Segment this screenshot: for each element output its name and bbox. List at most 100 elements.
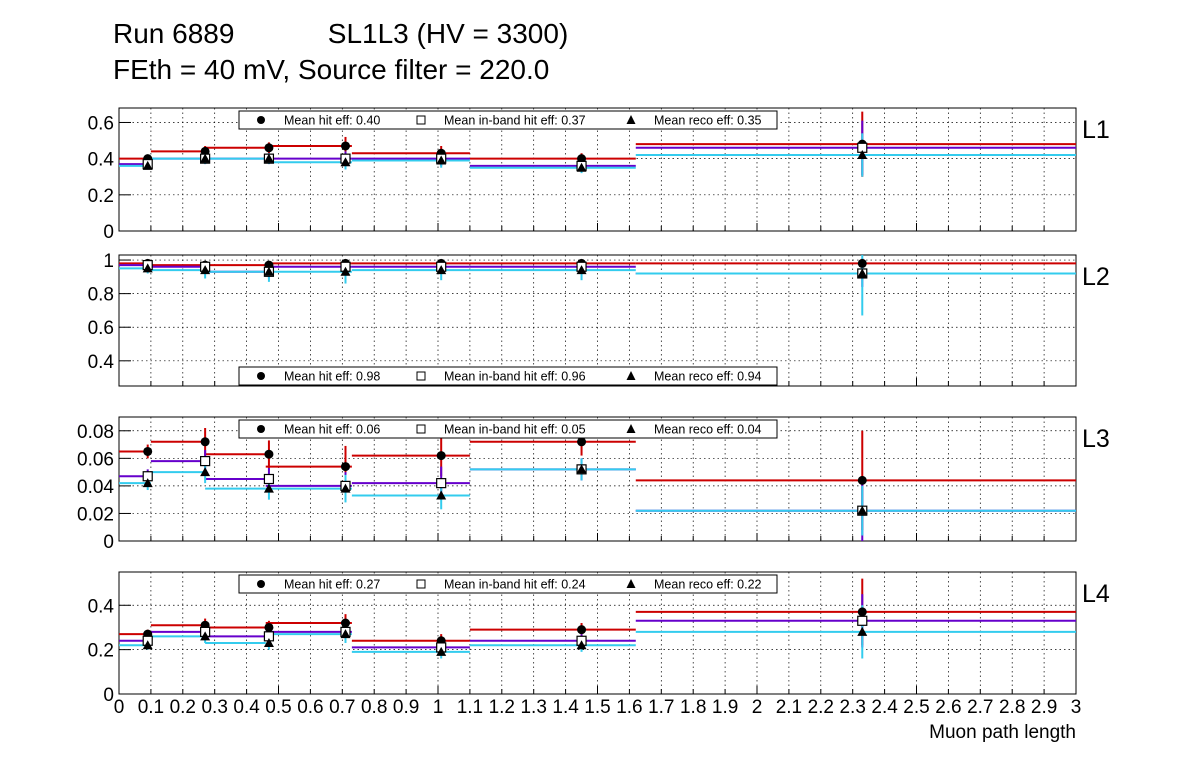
legend-marker-reco [626, 371, 636, 380]
legend: Mean hit eff: 0.98 Mean in-band hit eff: … [238, 366, 778, 386]
x-tick-label: 2.3 [839, 697, 865, 718]
legend-box [238, 366, 778, 386]
y-tick-label: 0.2 [88, 641, 114, 662]
legend-marker-reco [626, 424, 636, 433]
x-tick-label: 1.6 [616, 697, 642, 718]
x-tick-label: 0.4 [233, 697, 260, 718]
x-tick-label: 0 [114, 697, 125, 718]
legend-entry: Mean in-band hit eff: 0.24 [444, 578, 586, 592]
legend-box [238, 419, 778, 439]
panel-l1: 0 0.2 0.4 0.6 Mean hit eff: 0.40 Mean in-band… [88, 107, 1110, 243]
marker-reco-eff [340, 629, 351, 639]
y-tick-label: 1 [103, 251, 114, 272]
panel-label: L3 [1082, 425, 1110, 453]
legend-marker-inband [416, 115, 426, 125]
marker-reco-eff [436, 490, 447, 500]
marker-hit-eff [857, 607, 867, 617]
marker-reco-eff [576, 640, 587, 650]
legend-entry: Mean in-band hit eff: 0.37 [444, 114, 586, 128]
marker-reco-eff [436, 155, 447, 165]
marker-reco-eff [200, 467, 211, 477]
series-reco-eff [119, 605, 1076, 659]
marker-reco-eff [263, 153, 274, 163]
legend-marker-reco [626, 579, 636, 588]
legend: Mean hit eff: 0.40 Mean in-band hit eff: … [238, 110, 778, 130]
legend-marker-hit [257, 580, 265, 588]
y-tick-label: 0.6 [88, 318, 114, 339]
legend-box [238, 574, 778, 594]
x-tick-label: 1.1 [457, 697, 483, 718]
legend-marker-inband [416, 424, 426, 434]
panel-label: L2 [1082, 263, 1110, 291]
x-axis-labels: 0 0.1 0.2 0.3 0.4 0.5 0.6 0.7 0.8 0.9 1 1.1 1.2 1.3 1.… [114, 697, 1082, 718]
x-tick-label: 2.6 [935, 697, 961, 718]
x-tick-label: 2.2 [808, 697, 834, 718]
y-tick-label: 0.6 [88, 113, 114, 134]
marker-reco-eff [142, 640, 153, 650]
marker-reco-eff [576, 265, 587, 275]
y-tick-label: 0.2 [88, 186, 114, 207]
y-tick-label: 0.06 [77, 449, 114, 470]
marker-reco-eff [142, 160, 153, 170]
marker-reco-eff [142, 478, 153, 488]
marker-reco-eff [857, 150, 868, 160]
legend-box [238, 110, 778, 130]
panel-l2: 0.4 0.6 0.8 1 Mean hit eff: 0.98 Mean in-band… [88, 251, 1110, 387]
legend-marker-hit [257, 116, 265, 124]
chart-title-run: Run 6889 SL1L3 (HV = 3300) [113, 18, 569, 49]
x-tick-label: 2.7 [967, 697, 993, 718]
marker-reco-eff [200, 631, 211, 641]
legend-entry: Mean hit eff: 0.98 [284, 370, 380, 384]
chart-title-settings: FEth = 40 mV, Source filter = 220.0 [113, 54, 550, 85]
marker-reco-eff [857, 626, 868, 636]
panel-l4: 0 0.2 0.4 Mean hit eff: 0.27 Mean in-band hi… [88, 571, 1110, 706]
legend-entry: Mean hit eff: 0.06 [284, 423, 380, 437]
y-tick-label: 0.08 [77, 422, 114, 443]
y-tick-label: 0.8 [88, 285, 114, 306]
x-tick-label: 2.4 [871, 697, 898, 718]
marker-reco-eff [576, 464, 587, 474]
legend-marker-inband [416, 371, 426, 381]
marker-reco-eff [340, 266, 351, 276]
marker-reco-eff [200, 153, 211, 163]
x-tick-label: 2.1 [776, 697, 802, 718]
marker-hit-eff [436, 451, 446, 461]
legend-entry: Mean reco eff: 0.94 [654, 370, 762, 384]
marker-reco-eff [142, 263, 153, 273]
x-tick-label: 0.8 [361, 697, 387, 718]
legend-marker-inband [416, 579, 426, 589]
x-tick-label: 1.4 [552, 697, 579, 718]
marker-hit-eff [264, 143, 274, 153]
y-tick-label: 0.4 [88, 596, 115, 617]
panel-label: L1 [1082, 116, 1110, 144]
marker-hit-eff [577, 437, 587, 447]
legend-marker-reco [626, 115, 636, 124]
marker-hit-eff [143, 446, 153, 456]
marker-inband-hit-eff [200, 455, 211, 467]
marker-hit-eff [340, 141, 350, 151]
panel-label: L4 [1082, 580, 1110, 608]
x-tick-label: 0.9 [393, 697, 419, 718]
legend-marker-hit [257, 372, 265, 380]
x-tick-label: 0.6 [297, 697, 323, 718]
marker-hit-eff [264, 622, 274, 632]
marker-reco-eff [576, 162, 587, 172]
x-tick-label: 1.3 [520, 697, 546, 718]
marker-inband-hit-eff [263, 473, 275, 485]
y-tick-label: 0 [103, 222, 114, 243]
y-tick-label: 0 [103, 685, 114, 706]
marker-reco-eff [263, 637, 274, 647]
marker-reco-eff [436, 265, 447, 275]
x-tick-label: 2.8 [999, 697, 1025, 718]
x-tick-label: 1.2 [489, 697, 515, 718]
x-tick-label: 0.1 [138, 697, 164, 718]
x-tick-label: 2.5 [903, 697, 929, 718]
legend-entry: Mean in-band hit eff: 0.05 [444, 423, 586, 437]
marker-hit-eff [577, 625, 587, 635]
y-tick-label: 0.4 [88, 352, 115, 373]
legend-entry: Mean in-band hit eff: 0.96 [444, 370, 586, 384]
marker-reco-eff [200, 265, 211, 275]
legend-entry: Mean reco eff: 0.04 [654, 423, 762, 437]
legend-entry: Mean hit eff: 0.27 [284, 578, 380, 592]
